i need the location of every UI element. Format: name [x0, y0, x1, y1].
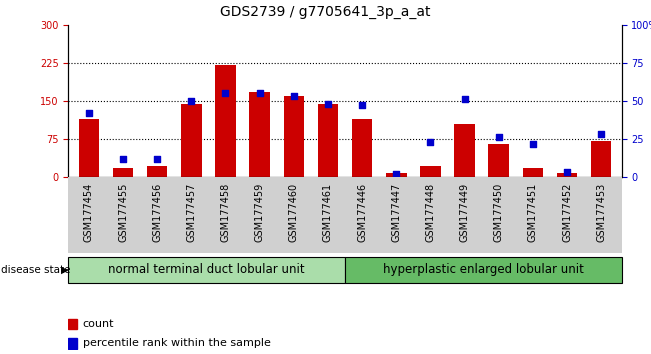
Bar [420, 166, 441, 177]
Point [118, 156, 128, 161]
Text: GSM177455: GSM177455 [118, 183, 128, 242]
Text: GSM177454: GSM177454 [84, 183, 94, 242]
Point [493, 135, 504, 140]
Text: ▶: ▶ [61, 265, 69, 275]
Text: GSM177453: GSM177453 [596, 183, 606, 242]
Bar [181, 104, 202, 177]
Text: GSM177448: GSM177448 [425, 183, 436, 242]
Text: GSM177461: GSM177461 [323, 183, 333, 242]
Bar [147, 166, 167, 177]
Text: normal terminal duct lobular unit: normal terminal duct lobular unit [108, 263, 305, 276]
Text: GDS2739 / g7705641_3p_a_at: GDS2739 / g7705641_3p_a_at [220, 5, 431, 19]
Bar [557, 173, 577, 177]
Text: GSM177452: GSM177452 [562, 183, 572, 242]
Point [596, 132, 607, 137]
Bar [488, 144, 509, 177]
Bar [215, 65, 236, 177]
Text: disease state: disease state [1, 265, 70, 275]
Text: GSM177450: GSM177450 [493, 183, 504, 242]
Point [460, 97, 470, 102]
Bar [79, 119, 99, 177]
Point [528, 141, 538, 146]
Point [425, 139, 436, 145]
Bar [523, 168, 543, 177]
Bar [345, 257, 622, 283]
Text: GSM177458: GSM177458 [221, 183, 230, 242]
Text: hyperplastic enlarged lobular unit: hyperplastic enlarged lobular unit [383, 263, 584, 276]
Point [323, 101, 333, 107]
Point [391, 171, 402, 177]
Point [562, 170, 572, 175]
Text: GSM177451: GSM177451 [528, 183, 538, 242]
Point [152, 156, 162, 161]
Bar [591, 142, 611, 177]
Text: GSM177447: GSM177447 [391, 183, 401, 242]
Point [255, 90, 265, 96]
Text: GSM177449: GSM177449 [460, 183, 469, 242]
Point [357, 103, 367, 108]
Point [83, 110, 94, 116]
Point [186, 98, 197, 104]
Text: percentile rank within the sample: percentile rank within the sample [83, 338, 271, 348]
Text: count: count [83, 319, 114, 329]
Bar [454, 124, 475, 177]
Bar [68, 338, 77, 349]
Point [288, 93, 299, 99]
Bar [113, 168, 133, 177]
Bar [68, 319, 77, 329]
Text: GSM177460: GSM177460 [289, 183, 299, 242]
Point [220, 90, 230, 96]
Bar [318, 104, 339, 177]
Bar [68, 257, 345, 283]
Bar [386, 173, 406, 177]
Text: GSM177459: GSM177459 [255, 183, 265, 242]
Text: GSM177456: GSM177456 [152, 183, 162, 242]
Bar [352, 119, 372, 177]
Bar [284, 96, 304, 177]
Text: GSM177457: GSM177457 [186, 183, 197, 242]
Bar [249, 92, 270, 177]
Text: GSM177446: GSM177446 [357, 183, 367, 242]
